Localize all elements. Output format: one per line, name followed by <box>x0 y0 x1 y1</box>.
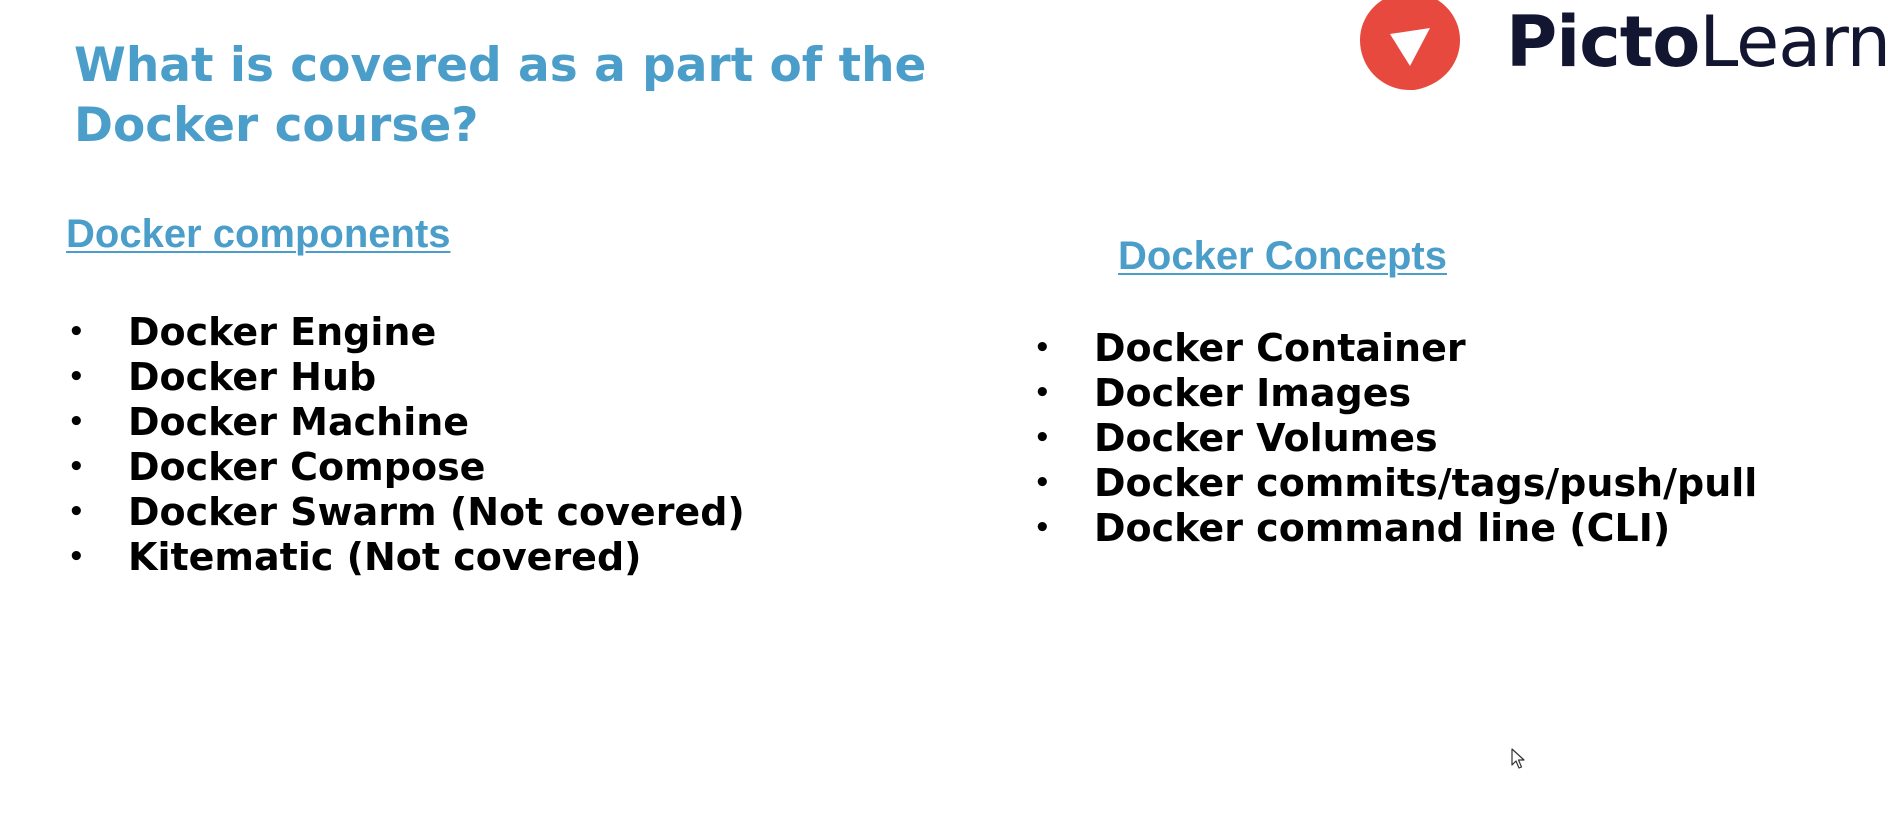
bullet-icon: • <box>68 317 85 347</box>
bullet-icon: • <box>68 362 85 392</box>
list-item: • Docker Hub <box>64 355 745 400</box>
bullet-icon: • <box>1034 423 1051 453</box>
logo-wordmark: PictoLearn <box>1506 2 1888 82</box>
logo-wordmark-strong: Picto <box>1506 1 1700 83</box>
bullet-icon: • <box>68 542 85 572</box>
bullet-icon: • <box>68 407 85 437</box>
list-item-text: Docker Container <box>1094 326 1466 370</box>
bullet-icon: • <box>1034 468 1051 498</box>
mouse-cursor-icon <box>1511 748 1525 769</box>
logo-wordmark-light: Learn <box>1699 1 1888 83</box>
bullet-icon: • <box>68 452 85 482</box>
concepts-list: • Docker Container • Docker Images • Docker… <box>1030 326 1757 551</box>
bullet-icon: • <box>1034 333 1051 363</box>
bullet-icon: • <box>1034 378 1051 408</box>
list-item: • Docker Compose <box>64 445 745 490</box>
components-heading: Docker components <box>66 212 451 256</box>
list-item: • Docker Container <box>1030 326 1757 371</box>
list-item: • Docker Volumes <box>1030 416 1757 461</box>
bullet-icon: • <box>1034 513 1051 543</box>
list-item: • Docker Swarm (Not covered) <box>64 490 745 535</box>
concepts-heading: Docker Concepts <box>1118 234 1447 278</box>
list-item: • Docker Images <box>1030 371 1757 416</box>
list-item: • Docker Machine <box>64 400 745 445</box>
list-item-text: Docker Volumes <box>1094 416 1438 460</box>
list-item-text: Docker Hub <box>128 355 377 399</box>
components-list: • Docker Engine • Docker Hub • Docker Machi… <box>64 310 745 580</box>
list-item-text: Kitematic (Not covered) <box>128 535 642 579</box>
list-item: • Docker Engine <box>64 310 745 355</box>
pictolearn-logo: PictoLearn <box>1360 0 1888 100</box>
list-item-text: Docker Images <box>1094 371 1412 415</box>
pictolearn-logo-icon <box>1360 0 1460 90</box>
list-item: • Kitematic (Not covered) <box>64 535 745 580</box>
list-item-text: Docker Swarm (Not covered) <box>128 490 745 534</box>
list-item-text: Docker Compose <box>128 445 486 489</box>
bullet-icon: • <box>68 497 85 527</box>
list-item: • Docker commits/tags/push/pull <box>1030 461 1757 506</box>
list-item-text: Docker commits/tags/push/pull <box>1094 461 1758 505</box>
list-item-text: Docker Machine <box>128 400 470 444</box>
list-item-text: Docker Engine <box>128 310 437 354</box>
list-item-text: Docker command line (CLI) <box>1094 506 1671 550</box>
list-item: • Docker command line (CLI) <box>1030 506 1757 551</box>
slide-title: What is covered as a part of the Docker … <box>74 38 927 153</box>
